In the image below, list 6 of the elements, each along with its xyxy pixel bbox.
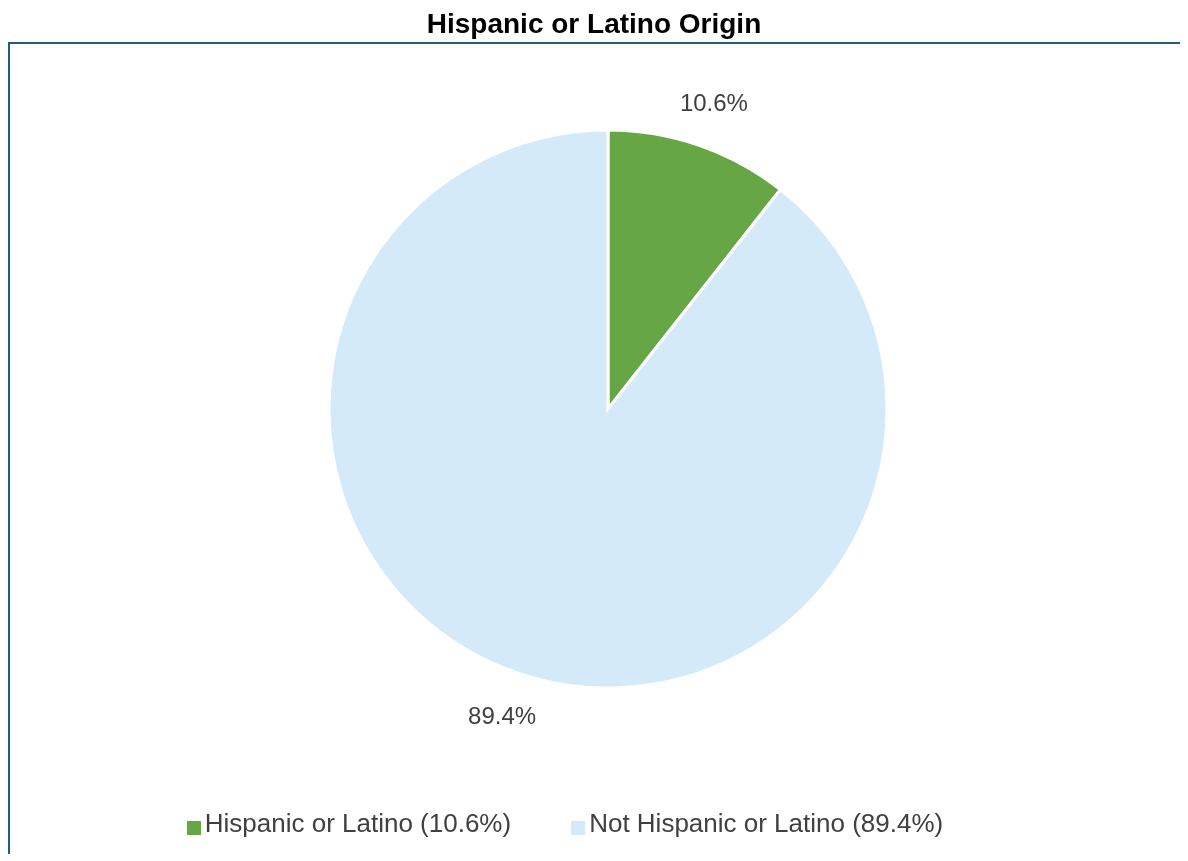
legend-label: Not Hispanic or Latino (89.4%): [589, 808, 944, 838]
data-label: 10.6%: [679, 89, 748, 117]
legend-label: Hispanic or Latino (10.6%): [204, 808, 512, 838]
chart-title: Hispanic or Latino Origin: [425, 8, 763, 41]
data-label: 89.4%: [468, 701, 537, 729]
pie-slice: [327, 128, 889, 690]
